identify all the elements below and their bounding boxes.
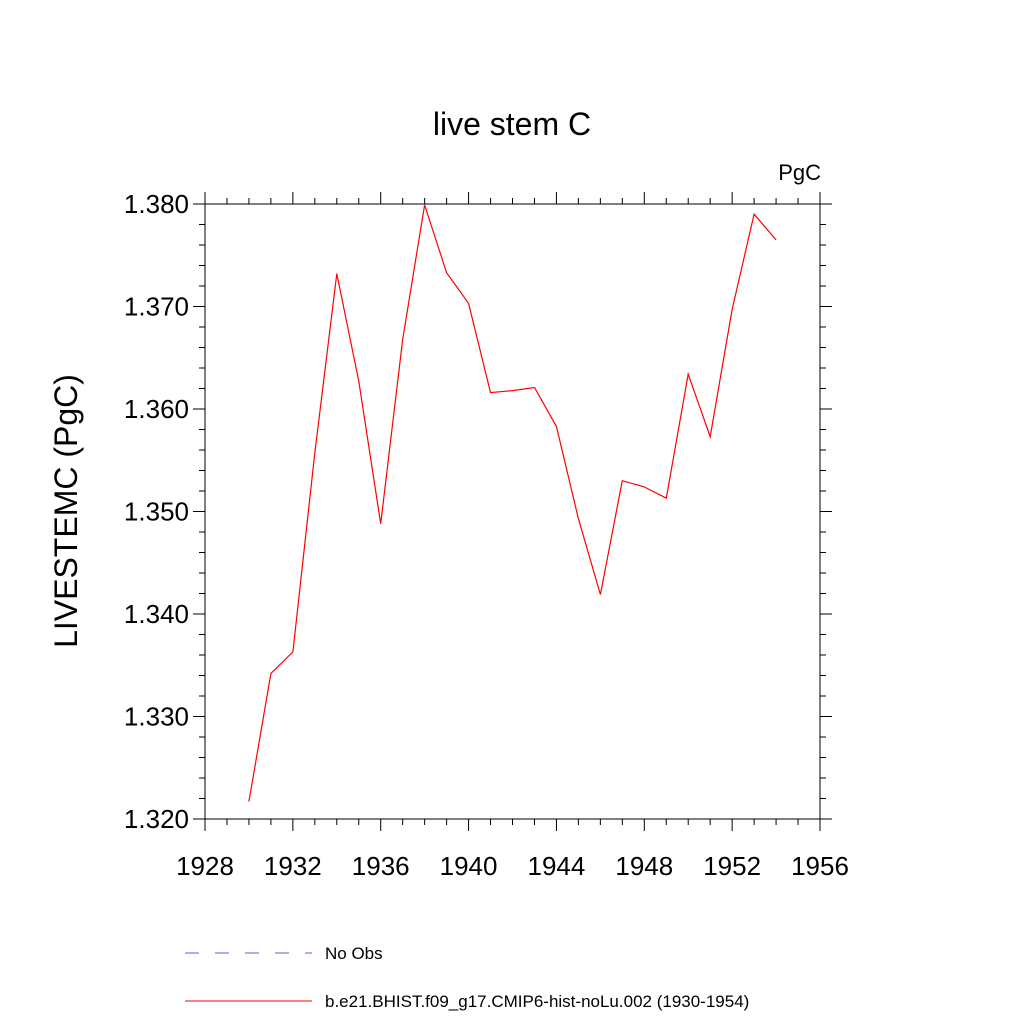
x-tick-label: 1932 — [264, 851, 322, 881]
chart-title: live stem C — [433, 106, 591, 142]
x-tick-label: 1948 — [615, 851, 673, 881]
y-tick-label: 1.330 — [124, 702, 189, 732]
x-tick-label: 1928 — [176, 851, 234, 881]
plot-frame — [204, 203, 821, 820]
y-tick-label: 1.370 — [124, 292, 189, 322]
x-tick-label: 1936 — [352, 851, 410, 881]
legend-label: b.e21.BHIST.f09_g17.CMIP6-hist-noLu.002 … — [325, 992, 749, 1011]
legend: No Obs b.e21.BHIST.f09_g17.CMIP6-hist-noL… — [185, 944, 749, 1011]
units-label: PgC — [778, 160, 821, 185]
y-tick-label: 1.340 — [124, 599, 189, 629]
x-tick-label: 1940 — [440, 851, 498, 881]
y-tick-label: 1.320 — [124, 804, 189, 834]
y-tick-label: 1.380 — [124, 189, 189, 219]
x-tick-label: 1952 — [703, 851, 761, 881]
y-tick-label: 1.350 — [124, 497, 189, 527]
y-axis-ticks: 1.320 1.330 1.340 1.350 1.360 1.370 1.380 — [124, 189, 832, 834]
x-axis-ticks: 1928 1932 1936 1940 1944 1948 1952 1956 — [176, 192, 849, 881]
x-tick-label: 1956 — [791, 851, 849, 881]
y-tick-label: 1.360 — [124, 394, 189, 424]
legend-label: No Obs — [325, 944, 383, 963]
series-group — [248, 204, 777, 802]
y-axis-label: LIVESTEMC (PgC) — [48, 374, 84, 648]
series-line-0 — [248, 204, 777, 802]
x-tick-label: 1944 — [528, 851, 586, 881]
